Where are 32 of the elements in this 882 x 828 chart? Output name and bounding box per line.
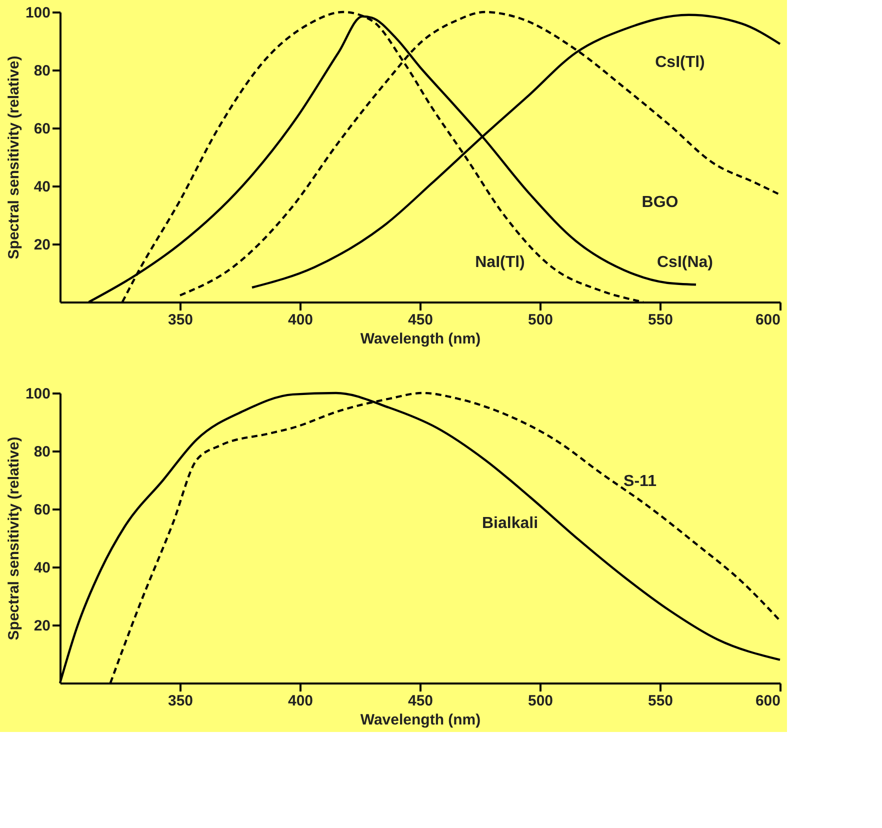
- y-tick-label: 60: [34, 120, 50, 138]
- y-axis-title: Spectral sensitivity (relative): [5, 436, 22, 640]
- x-axis-title: Wavelength (nm): [360, 712, 481, 728]
- x-tick-label: 350: [168, 692, 194, 710]
- y-tick-label: 100: [25, 386, 50, 402]
- y-tick-label: 20: [34, 618, 50, 634]
- x-tick-label: 450: [408, 312, 434, 328]
- series-label: S-11: [624, 473, 657, 490]
- y-tick-label: 60: [34, 502, 50, 518]
- x-tick-label: 500: [528, 312, 554, 328]
- y-tick-label: 40: [34, 560, 50, 576]
- series-label: CsI(Na): [656, 254, 714, 271]
- x-tick-label: 350: [168, 312, 194, 328]
- y-tick-label: 20: [34, 236, 50, 254]
- x-tick-label: 550: [648, 692, 674, 710]
- x-tick-label: 500: [528, 692, 554, 710]
- y-tick-label: 80: [34, 62, 50, 80]
- text: BGO: [642, 194, 678, 211]
- y-axis-title: Spectral sensitivity (relative): [5, 56, 22, 260]
- x-tick-label: 600: [755, 312, 780, 328]
- text: CsI(Tl): [655, 54, 705, 71]
- x-tick-label: 400: [288, 692, 314, 710]
- series-label: Bialkali: [482, 515, 538, 532]
- y-tick-label: 80: [34, 444, 50, 460]
- x-tick-label: 400: [288, 312, 314, 328]
- x-tick-label: 600: [755, 692, 780, 710]
- x-tick-label: 550: [648, 312, 674, 328]
- y-tick-label: 40: [34, 178, 50, 196]
- series-label: NaI(Tl): [475, 254, 525, 271]
- x-tick-label: 450: [408, 692, 434, 710]
- x-axis-title: Wavelength (nm): [360, 330, 481, 348]
- y-tick-label: 100: [25, 4, 50, 22]
